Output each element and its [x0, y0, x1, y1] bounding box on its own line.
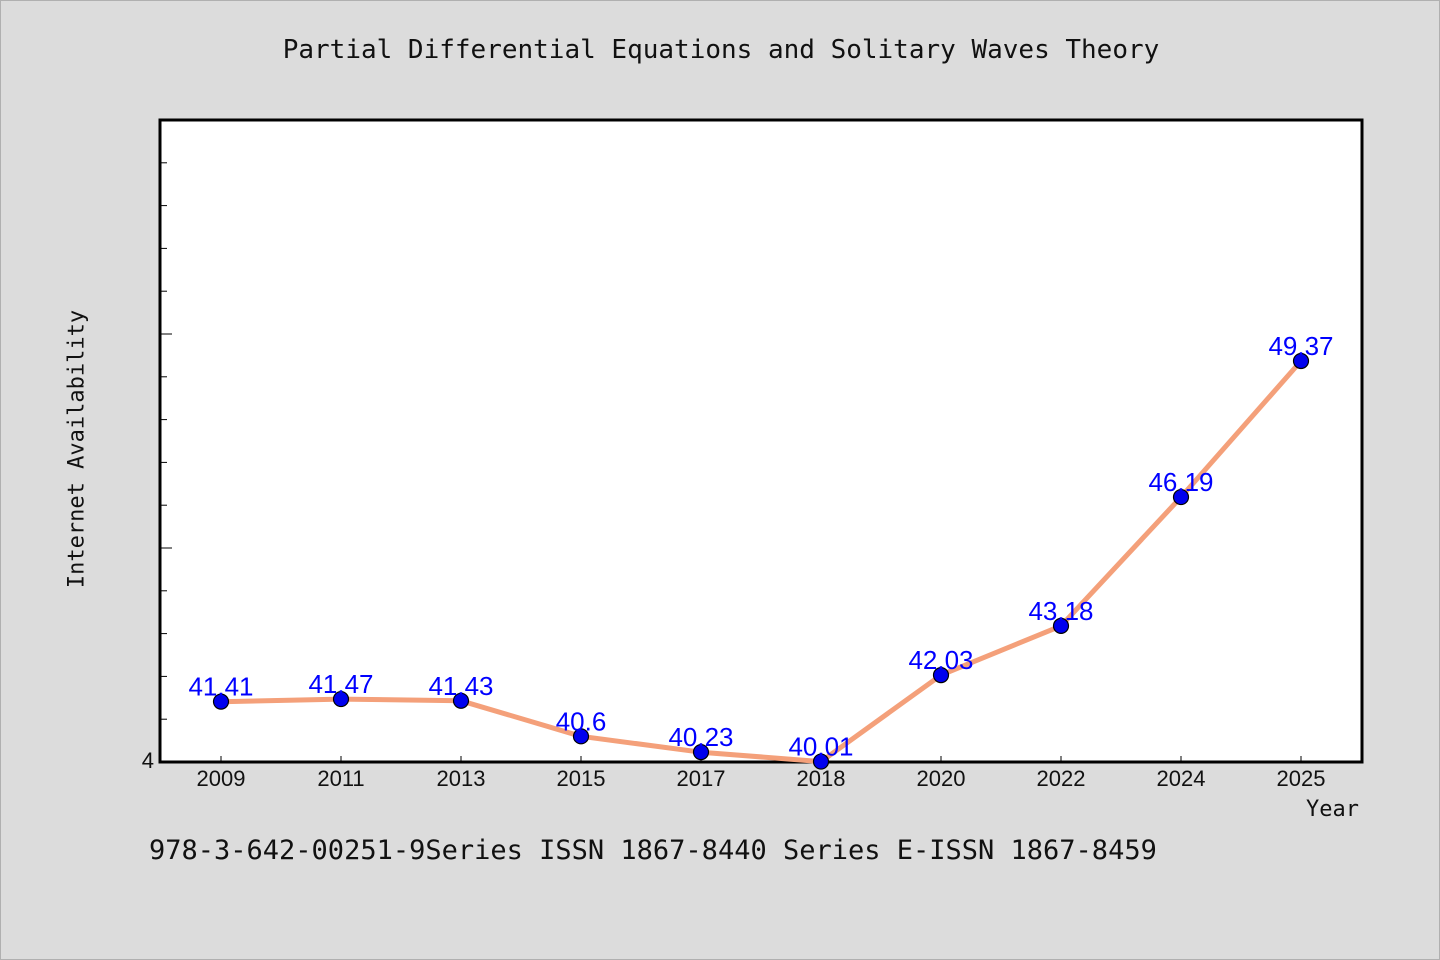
data-point — [692, 744, 710, 761]
x-tick-label: 2022 — [1037, 766, 1086, 791]
chart-title: Partial Differential Equations and Solit… — [282, 35, 1160, 65]
x-tick-label: 2015 — [557, 766, 606, 791]
data-label: 40.01 — [788, 732, 853, 762]
data-point — [572, 728, 590, 745]
x-tick-label: 2011 — [317, 766, 364, 791]
footer-isbn-text: 978-3-642-00251-9Series ISSN 1867-8440 S… — [149, 835, 1157, 866]
data-point — [1292, 352, 1310, 370]
y-axis-ticks: 4 — [142, 162, 172, 773]
data-label: 42.03 — [908, 645, 973, 675]
x-axis-label: Year — [1306, 797, 1359, 822]
series-line — [218, 358, 1304, 765]
data-label: 43.18 — [1028, 596, 1093, 626]
data-point — [812, 753, 830, 770]
data-point — [1172, 488, 1190, 506]
y-tick-label: 4 — [142, 748, 154, 773]
x-tick-label: 2025 — [1277, 766, 1326, 791]
data-label: 41.43 — [428, 671, 493, 701]
x-tick-label: 2024 — [1157, 766, 1206, 791]
plot-area — [158, 118, 1364, 764]
data-label: 41.47 — [308, 669, 373, 699]
x-tick-label: 2018 — [797, 766, 846, 791]
data-point — [452, 692, 470, 709]
data-point — [1052, 617, 1070, 634]
data-label: 40.23 — [668, 722, 733, 752]
data-label: 41.41 — [188, 672, 253, 702]
x-tick-label: 2017 — [677, 766, 726, 791]
data-markers — [212, 352, 1310, 770]
data-label: 49.37 — [1268, 331, 1333, 361]
data-label: 46.19 — [1148, 467, 1213, 497]
data-point — [332, 690, 350, 708]
data-point — [212, 693, 230, 710]
data-labels: 41.41 41.47 41.43 40.6 40.23 40.01 42.03 43.18 4… — [188, 331, 1333, 762]
x-tick-label: 2013 — [437, 766, 486, 791]
data-point — [932, 667, 950, 684]
x-axis-ticks: 2009 2011 2013 2015 2017 2018 2020 2022 2024 2025 — [197, 756, 1326, 791]
data-label: 40.6 — [556, 706, 607, 736]
x-tick-label: 2009 — [197, 766, 246, 791]
x-tick-label: 2020 — [917, 766, 966, 791]
